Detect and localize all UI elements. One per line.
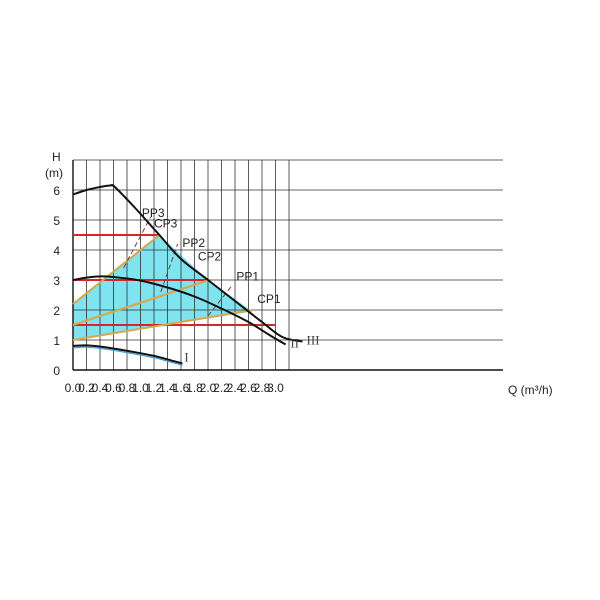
x-tick-label: 1.2 <box>146 381 163 395</box>
y-tick-label: 4 <box>53 244 60 258</box>
x-tick-label: 1.8 <box>186 381 203 395</box>
y-tick-label: 0 <box>53 364 60 378</box>
x-tick-label: 2.8 <box>254 381 271 395</box>
x-tick-label: 2.4 <box>227 381 244 395</box>
x-tick-label: 1.0 <box>132 381 149 395</box>
speed-curve-iii <box>72 183 303 343</box>
x-tick-label: 2.2 <box>213 381 230 395</box>
series-label-ii: II <box>290 336 299 351</box>
x-tick-label: 0.6 <box>105 381 122 395</box>
y-tick-label: 3 <box>53 274 60 288</box>
y-tick-label: 2 <box>53 304 60 318</box>
proportional-pressure-line-pp1 <box>72 309 253 341</box>
grid <box>72 159 503 371</box>
x-tick-label: 0.4 <box>92 381 109 395</box>
proportional-pressure-line-pp2 <box>72 279 210 326</box>
x-tick-label: 0.0 <box>65 381 82 395</box>
series-label-pp2: PP2 <box>182 236 205 250</box>
speed-curve-i <box>72 344 183 365</box>
x-tick-label: 3.0 <box>267 381 284 395</box>
series-label-pp3: PP3 <box>142 206 165 220</box>
series-label-iii: III <box>307 333 320 348</box>
series-label-cp2: CP2 <box>198 250 222 264</box>
dashed-guide-line <box>123 216 152 269</box>
x-tick-label: 2.6 <box>240 381 257 395</box>
x-tick-label: 1.4 <box>159 381 176 395</box>
y-axis-unit: (m) <box>45 166 63 180</box>
y-axis-symbol: H <box>52 150 61 164</box>
y-tick-label: 1 <box>53 334 60 348</box>
y-tick-label: 6 <box>53 184 60 198</box>
series-label-i: I <box>184 350 188 365</box>
dashed-guide-line <box>207 285 232 317</box>
series-label-cp1: CP1 <box>257 292 281 306</box>
speed-curve-i-shadow <box>72 346 183 366</box>
x-tick-label: 1.6 <box>173 381 190 395</box>
series-label-cp3: CP3 <box>154 217 178 231</box>
x-tick-label: 0.2 <box>78 381 95 395</box>
x-tick-label: 0.8 <box>119 381 136 395</box>
x-axis-label: Q (m³/h) <box>508 383 553 397</box>
speed-curve-ii <box>72 275 287 346</box>
speed-curves <box>72 183 303 366</box>
x-tick-label: 2.0 <box>200 381 217 395</box>
series-label-pp1: PP1 <box>236 270 259 284</box>
y-tick-label: 5 <box>53 214 60 228</box>
proportional-pressure-line-pp3 <box>72 234 161 305</box>
tick-labels: 0.00.20.40.60.81.01.21.41.61.82.02.22.42… <box>53 184 284 395</box>
